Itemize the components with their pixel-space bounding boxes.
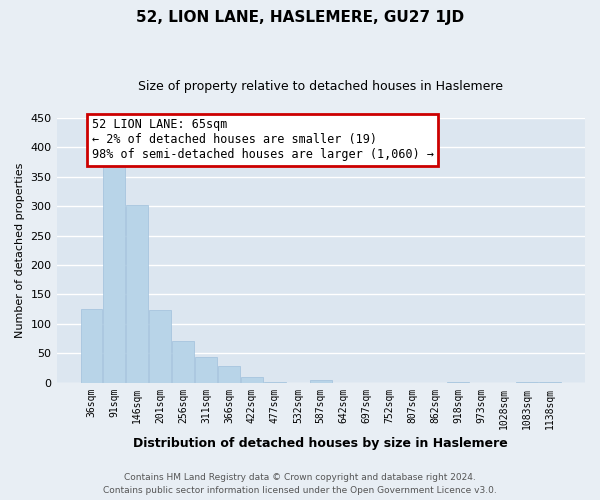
Bar xyxy=(218,366,240,382)
Bar xyxy=(80,309,103,382)
Bar xyxy=(149,310,171,382)
Text: 52 LION LANE: 65sqm
← 2% of detached houses are smaller (19)
98% of semi-detache: 52 LION LANE: 65sqm ← 2% of detached hou… xyxy=(92,118,434,162)
Bar xyxy=(195,357,217,382)
Bar xyxy=(103,163,125,382)
Bar xyxy=(241,378,263,382)
Bar xyxy=(172,341,194,382)
Bar xyxy=(127,206,148,382)
Y-axis label: Number of detached properties: Number of detached properties xyxy=(15,162,25,338)
Bar xyxy=(310,380,332,382)
Title: Size of property relative to detached houses in Haslemere: Size of property relative to detached ho… xyxy=(138,80,503,93)
Text: 52, LION LANE, HASLEMERE, GU27 1JD: 52, LION LANE, HASLEMERE, GU27 1JD xyxy=(136,10,464,25)
Text: Contains HM Land Registry data © Crown copyright and database right 2024.
Contai: Contains HM Land Registry data © Crown c… xyxy=(103,474,497,495)
X-axis label: Distribution of detached houses by size in Haslemere: Distribution of detached houses by size … xyxy=(133,437,508,450)
